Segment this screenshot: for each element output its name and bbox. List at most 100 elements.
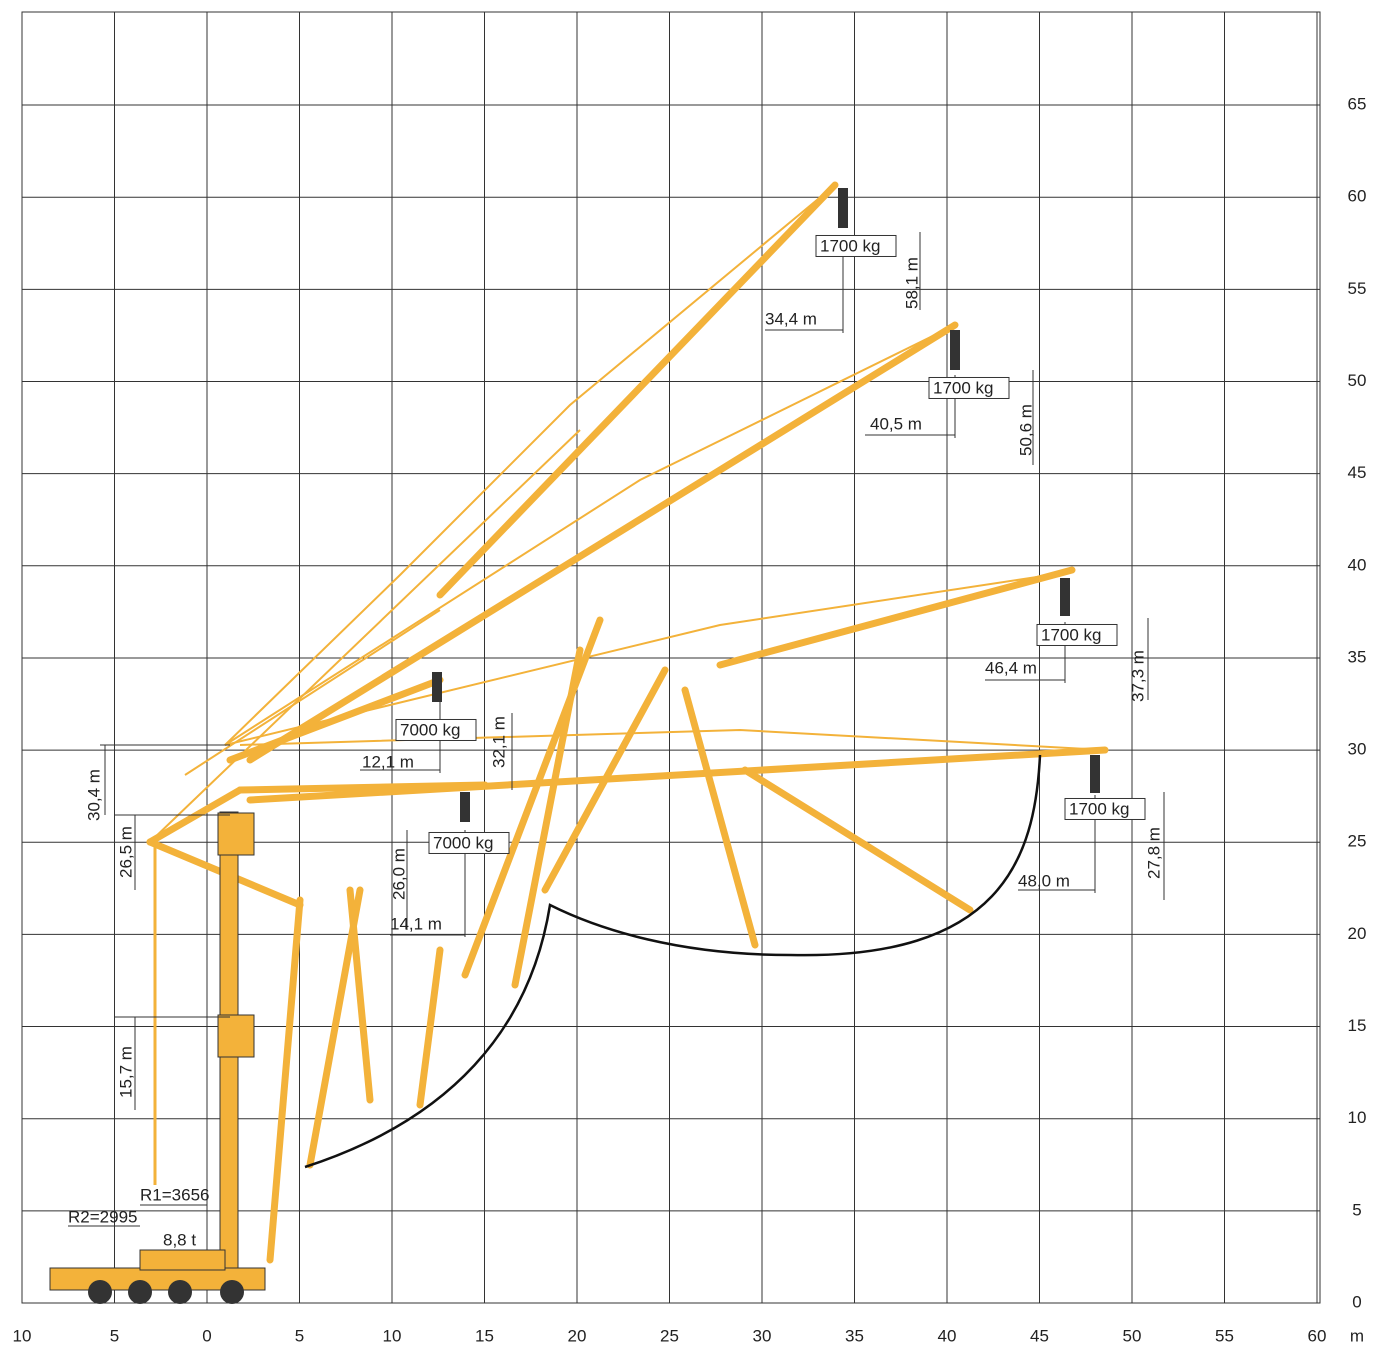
x-tick-label: 35 xyxy=(845,1326,864,1345)
boom xyxy=(246,321,959,764)
boom xyxy=(246,746,1109,804)
cab xyxy=(217,812,255,856)
height-label: 15,7 m xyxy=(116,1046,135,1098)
dimension-label: 46,4 m xyxy=(985,658,1037,677)
boom xyxy=(511,646,584,989)
y-tick-label: 30 xyxy=(1348,740,1367,759)
dimension-label: R2=2995 xyxy=(68,1207,137,1226)
load-box xyxy=(1064,797,1146,820)
boom xyxy=(541,666,669,894)
x-unit: m xyxy=(1350,1326,1364,1345)
dimension-label: 8,8 t xyxy=(163,1230,196,1249)
y-tick-label: 40 xyxy=(1348,555,1367,574)
load-box xyxy=(815,234,897,257)
hook xyxy=(1090,755,1100,793)
y-tick-label: 25 xyxy=(1348,832,1367,851)
y-tick-label: 50 xyxy=(1348,371,1367,390)
boom xyxy=(226,676,444,764)
y-tick-label: 10 xyxy=(1348,1108,1367,1127)
boom xyxy=(436,181,839,599)
crane-drawing xyxy=(49,181,1165,1304)
load-box xyxy=(395,718,477,741)
wheel xyxy=(168,1280,192,1304)
grid xyxy=(21,12,1320,1304)
load-label: 1700 kg xyxy=(1041,625,1102,644)
y-tick-label: 0 xyxy=(1352,1292,1361,1311)
height-label: 26,5 m xyxy=(116,826,135,878)
wheel xyxy=(128,1280,152,1304)
dimension-label: 12,1 m xyxy=(362,752,414,771)
labels: 10 5 0 5 10 15 20 25 30 35 40 45 50 55 60 m051015202530… xyxy=(13,95,1367,1346)
hook xyxy=(432,672,442,702)
load-label: 1700 kg xyxy=(933,378,994,397)
boom xyxy=(346,886,374,1104)
hook xyxy=(460,792,470,822)
x-tick-label: 30 xyxy=(753,1326,772,1345)
x-tick-label: 15 xyxy=(475,1326,494,1345)
height-label: 26,0 m xyxy=(389,848,408,900)
cab xyxy=(217,1014,255,1058)
x-tick-label: 10 xyxy=(383,1326,402,1345)
x-tick-label: 55 xyxy=(1215,1326,1234,1345)
boom xyxy=(461,616,604,979)
y-tick-label: 45 xyxy=(1348,463,1367,482)
height-label: 30,4 m xyxy=(84,769,103,821)
x-tick-label: 60 xyxy=(1308,1326,1327,1345)
load-box xyxy=(428,831,510,854)
hook xyxy=(1060,578,1070,616)
boom xyxy=(266,896,304,1264)
guy-line xyxy=(239,728,1106,751)
y-tick-label: 55 xyxy=(1348,279,1367,298)
x-tick-label: 10 xyxy=(13,1326,32,1345)
x-tick-label: 5 xyxy=(110,1326,119,1345)
x-tick-label: 0 xyxy=(202,1326,211,1345)
guy-line xyxy=(184,609,441,776)
booms xyxy=(146,181,1109,1264)
y-tick-label: 65 xyxy=(1348,95,1367,114)
x-tick-label: 50 xyxy=(1123,1326,1142,1345)
load-curve xyxy=(304,754,1042,1169)
guy-line xyxy=(224,184,836,746)
x-tick-label: 40 xyxy=(938,1326,957,1345)
truck xyxy=(49,1249,266,1304)
height-label: 50,6 m xyxy=(1016,404,1035,456)
boom xyxy=(146,786,244,846)
dimension-label: 34,4 m xyxy=(765,309,817,328)
x-tick-label: 20 xyxy=(568,1326,587,1345)
y-tick-label: 35 xyxy=(1348,647,1367,666)
dimension-label: 14,1 m xyxy=(390,914,442,933)
load-box xyxy=(928,376,1010,399)
counterweight xyxy=(139,1249,226,1271)
load-box xyxy=(1036,623,1118,646)
load-label: 1700 kg xyxy=(820,236,881,255)
boom xyxy=(681,686,759,949)
height-label: 32,1 m xyxy=(489,716,508,768)
x-tick-label: 45 xyxy=(1030,1326,1049,1345)
hooks xyxy=(432,188,1100,822)
guy-line xyxy=(224,324,956,746)
boom xyxy=(236,781,489,794)
dimension-label: 48,0 m xyxy=(1018,871,1070,890)
hook xyxy=(950,330,960,370)
height-label: 37,3 m xyxy=(1128,650,1147,702)
wheel xyxy=(88,1280,112,1304)
dimension-label: 40,5 m xyxy=(870,414,922,433)
height-label: 58,1 m xyxy=(902,257,921,309)
wheel xyxy=(220,1280,244,1304)
y-tick-label: 5 xyxy=(1352,1200,1361,1219)
load-label: 7000 kg xyxy=(433,833,494,852)
load-label: 7000 kg xyxy=(400,720,461,739)
guy-line xyxy=(224,571,1071,746)
height-label: 27,8 m xyxy=(1144,827,1163,879)
boom xyxy=(741,766,974,914)
hook xyxy=(838,188,848,228)
x-tick-label: 25 xyxy=(660,1326,679,1345)
guy-line xyxy=(149,429,581,843)
load-label: 1700 kg xyxy=(1069,799,1130,818)
dimension-label: R1=3656 xyxy=(140,1185,209,1204)
y-tick-label: 60 xyxy=(1348,187,1367,206)
boom xyxy=(716,566,1076,669)
y-tick-label: 20 xyxy=(1348,924,1367,943)
boom xyxy=(416,946,444,1109)
